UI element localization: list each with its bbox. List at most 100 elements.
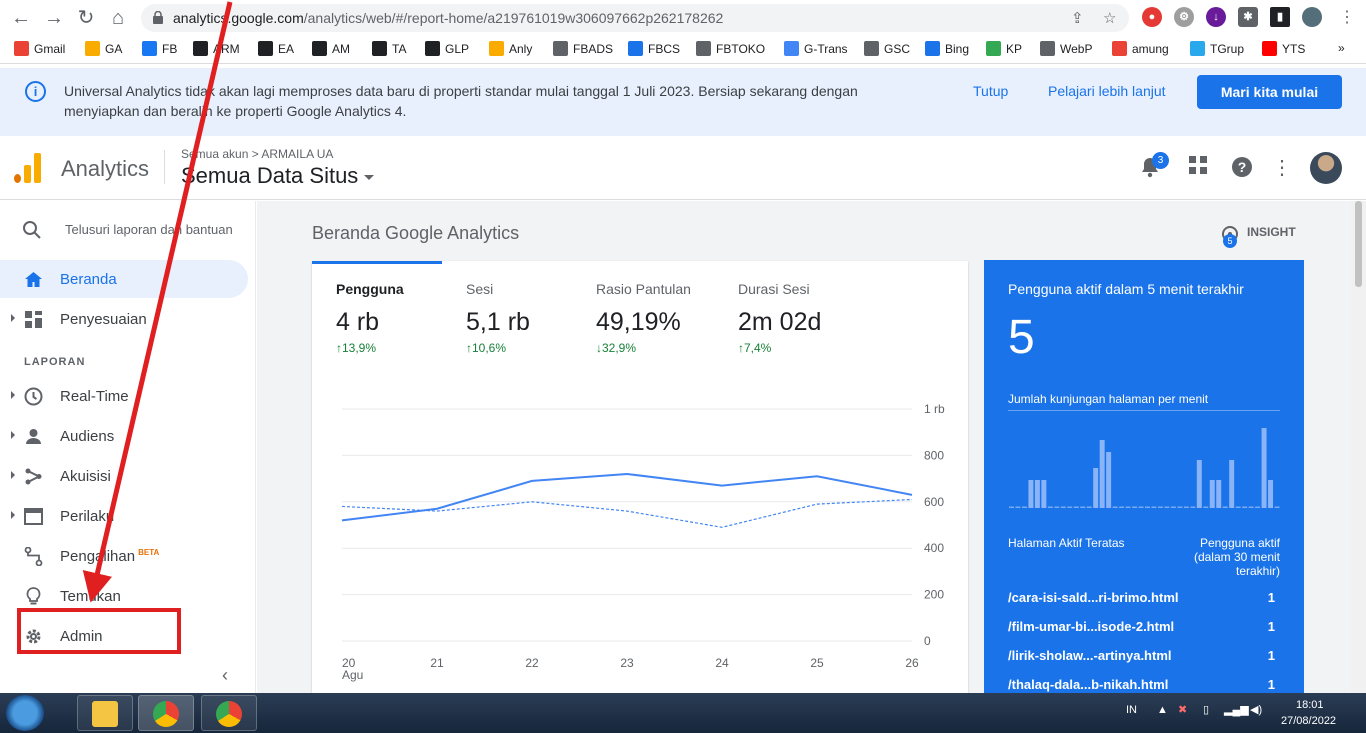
extension-download-icon[interactable]: ↓ xyxy=(1206,7,1226,27)
metric-users[interactable]: Pengguna 4 rb ↑13,9% xyxy=(336,281,466,355)
extension-adblock-icon[interactable]: ● xyxy=(1142,7,1162,27)
bookmark-favicon-icon xyxy=(553,41,568,56)
notification-count-badge: 3 xyxy=(1152,152,1169,169)
sidebar-item-behavior[interactable]: Perilaku xyxy=(0,497,248,535)
search-placeholder: Telusuri laporan dan bantuan xyxy=(65,222,233,237)
bookmark-ea[interactable]: EA xyxy=(258,41,294,56)
main-scrollbar[interactable] xyxy=(1351,201,1366,693)
battery-icon[interactable]: ▯ xyxy=(1203,704,1210,716)
banner-start-button[interactable]: Mari kita mulai xyxy=(1197,75,1342,109)
network-error-icon[interactable]: ✖ xyxy=(1178,704,1188,716)
taskbar-chrome-profile[interactable] xyxy=(201,695,257,731)
more-vert-icon[interactable]: ⋮ xyxy=(1272,157,1292,179)
gear-icon xyxy=(26,629,41,644)
insight-label[interactable]: INSIGHT xyxy=(1247,225,1296,239)
bookmark-glp[interactable]: GLP xyxy=(425,41,469,56)
metric-bounce-rate[interactable]: Rasio Pantulan 49,19% ↓32,9% xyxy=(596,281,726,355)
pageview-bar xyxy=(1235,506,1241,508)
bookmark-fbads[interactable]: FBADS xyxy=(553,41,613,56)
side-panel-icon[interactable]: ▮ xyxy=(1270,7,1290,27)
metric-sessions[interactable]: Sesi 5,1 rb ↑10,6% xyxy=(466,281,596,355)
bookmark-webp[interactable]: WebP xyxy=(1040,41,1092,56)
bookmark-label: amung xyxy=(1132,41,1169,56)
taskbar-explorer[interactable] xyxy=(77,695,133,731)
banner-learn-more-link[interactable]: Pelajari lebih lanjut xyxy=(1048,83,1166,99)
bookmark-gsc[interactable]: GSC xyxy=(864,41,910,56)
realtime-card[interactable]: Pengguna aktif dalam 5 menit terakhir 5 … xyxy=(984,260,1304,693)
top-page-row[interactable]: /cara-isi-sald...ri-brimo.html 1 xyxy=(1008,590,1280,605)
reload-icon[interactable]: ↻ xyxy=(77,7,95,29)
sidebar-item-admin[interactable]: Admin xyxy=(0,617,248,655)
clock-time[interactable]: 18:01 xyxy=(1296,699,1324,711)
bookmark-kp[interactable]: KP xyxy=(986,41,1022,56)
sidebar-search[interactable]: Telusuri laporan dan bantuan xyxy=(0,201,256,257)
back-icon[interactable]: ← xyxy=(11,7,31,29)
bookmark-yts[interactable]: YTS xyxy=(1262,41,1305,56)
signal-icon[interactable]: ▂▄▆ xyxy=(1224,704,1249,716)
page-users: 1 xyxy=(1267,677,1275,692)
forward-icon[interactable]: → xyxy=(44,7,64,29)
top-page-row[interactable]: /thalaq-dala...b-nikah.html 1 xyxy=(1008,677,1280,692)
apps-grid-icon[interactable] xyxy=(1186,156,1210,180)
star-icon[interactable]: ☆ xyxy=(1103,10,1117,27)
page-users: 1 xyxy=(1267,648,1275,663)
sidebar-item-customization[interactable]: Penyesuaian xyxy=(0,300,248,338)
pageview-bar xyxy=(1106,452,1112,508)
acquisition-icon xyxy=(25,468,42,485)
bookmark-fbcs[interactable]: FBCS xyxy=(628,41,680,56)
bookmark-arm[interactable]: ARM xyxy=(193,41,240,56)
top-pages-header: Halaman Aktif Teratas xyxy=(1008,536,1125,550)
bookmark-label: GLP xyxy=(445,41,470,56)
bookmark-bing[interactable]: Bing xyxy=(925,41,969,56)
bookmark-label: Gmail xyxy=(34,41,66,56)
user-avatar[interactable] xyxy=(1310,152,1342,184)
clock-date[interactable]: 27/08/2022 xyxy=(1281,715,1337,727)
extensions-puzzle-icon[interactable]: ✱ xyxy=(1238,7,1258,27)
collapse-sidebar-chevron-icon[interactable]: ‹ xyxy=(222,665,228,685)
scroll-thumb[interactable] xyxy=(1355,201,1362,287)
bookmarks-overflow-chevron-icon[interactable]: » xyxy=(1338,41,1345,55)
bookmark-anly[interactable]: Anly xyxy=(489,41,532,56)
banner-close-link[interactable]: Tutup xyxy=(973,83,1009,99)
sidebar-item-label: Pengalihan BETA xyxy=(60,548,160,565)
insight-count-badge: 5 xyxy=(1223,234,1237,248)
pageview-bar xyxy=(1034,480,1040,508)
metric-session-duration[interactable]: Durasi Sesi 2m 02d ↑7,4% xyxy=(738,281,868,355)
pageview-bar xyxy=(1099,440,1105,508)
bookmark-tgrup[interactable]: TGrup xyxy=(1190,41,1244,56)
volume-icon[interactable]: ◀) xyxy=(1250,704,1263,716)
bookmark-gmail[interactable]: Gmail xyxy=(14,41,65,56)
home-icon[interactable]: ⌂ xyxy=(111,7,125,29)
menu-kebab-icon[interactable]: ⋮ xyxy=(1339,9,1355,26)
pageview-bar xyxy=(1028,480,1034,508)
bookmark-amung[interactable]: amung xyxy=(1112,41,1169,56)
sidebar-item-audience[interactable]: Audiens xyxy=(0,417,248,455)
bookmark-fbtoko[interactable]: FBTOKO xyxy=(696,41,765,56)
sidebar-item-home[interactable]: Beranda xyxy=(0,260,248,298)
account-breadcrumb[interactable]: Semua akun > ARMAILA UA xyxy=(181,147,334,161)
start-button-icon[interactable] xyxy=(6,695,44,731)
sidebar-item-conversions[interactable]: Pengalihan BETA xyxy=(0,537,248,575)
top-page-row[interactable]: /lirik-sholaw...-artinya.html 1 xyxy=(1008,648,1280,663)
ga4-migration-banner: i Universal Analytics tidak akan lagi me… xyxy=(0,68,1366,136)
arrow-up-icon: ↑ xyxy=(466,341,472,355)
help-icon[interactable]: ? xyxy=(1230,156,1254,180)
language-indicator[interactable]: IN xyxy=(1126,704,1137,716)
taskbar-chrome[interactable] xyxy=(138,695,194,731)
info-icon: i xyxy=(25,81,46,102)
view-selector[interactable]: Semua Data Situs xyxy=(181,163,375,189)
bookmark-g-trans[interactable]: G-Trans xyxy=(784,41,848,56)
sidebar-item-realtime[interactable]: Real-Time xyxy=(0,377,248,415)
address-bar[interactable]: analytics.google.com/analytics/web/#/rep… xyxy=(141,4,1129,32)
y-tick-label: 800 xyxy=(924,448,944,462)
sidebar-item-acquisition[interactable]: Akuisisi xyxy=(0,457,248,495)
share-icon[interactable]: ⇪ xyxy=(1071,10,1084,27)
profile-avatar-icon[interactable] xyxy=(1302,7,1322,27)
bookmark-fb[interactable]: FB xyxy=(142,41,177,56)
tray-arrow-icon[interactable]: ▲ xyxy=(1157,704,1168,716)
bookmark-am[interactable]: AM xyxy=(312,41,350,56)
extension-gear-icon[interactable]: ⚙ xyxy=(1174,7,1194,27)
top-page-row[interactable]: /film-umar-bi...isode-2.html 1 xyxy=(1008,619,1280,634)
bookmark-ga[interactable]: GA xyxy=(85,41,122,56)
bookmark-ta[interactable]: TA xyxy=(372,41,406,56)
